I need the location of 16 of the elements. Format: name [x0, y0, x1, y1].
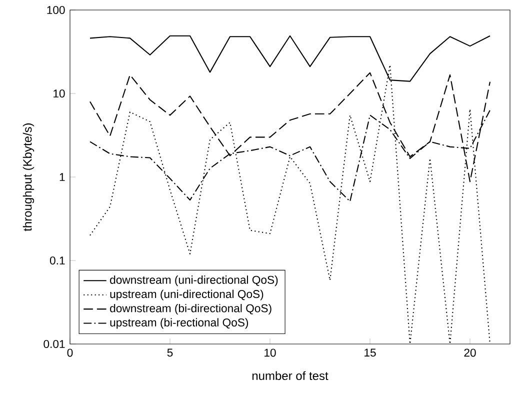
legend-label: upstream (bi-rectional QoS): [110, 318, 248, 329]
x-tick-label: 5: [167, 348, 173, 357]
y-tick-label: 0.01: [44, 340, 65, 348]
legend-label: downstream (bi-directional QoS): [110, 304, 272, 315]
x-tick-label: 0: [67, 348, 73, 357]
x-tick-label: 10: [264, 348, 276, 357]
y-tick-label: 10: [54, 90, 65, 98]
y-tick-label: 1: [60, 173, 65, 181]
x-axis-title: number of test: [252, 371, 328, 380]
x-tick-label: 15: [364, 348, 376, 357]
y-axis-title: throughput (Kbyte/s): [22, 123, 34, 232]
legend-label: upstream (uni-directional QoS): [110, 290, 264, 300]
legend-label: downstream (uni-directional QoS): [110, 276, 278, 286]
y-tick-label: 100: [47, 6, 65, 14]
x-tick-label: 20: [464, 348, 476, 357]
y-tick-label: 0.1: [50, 256, 65, 265]
